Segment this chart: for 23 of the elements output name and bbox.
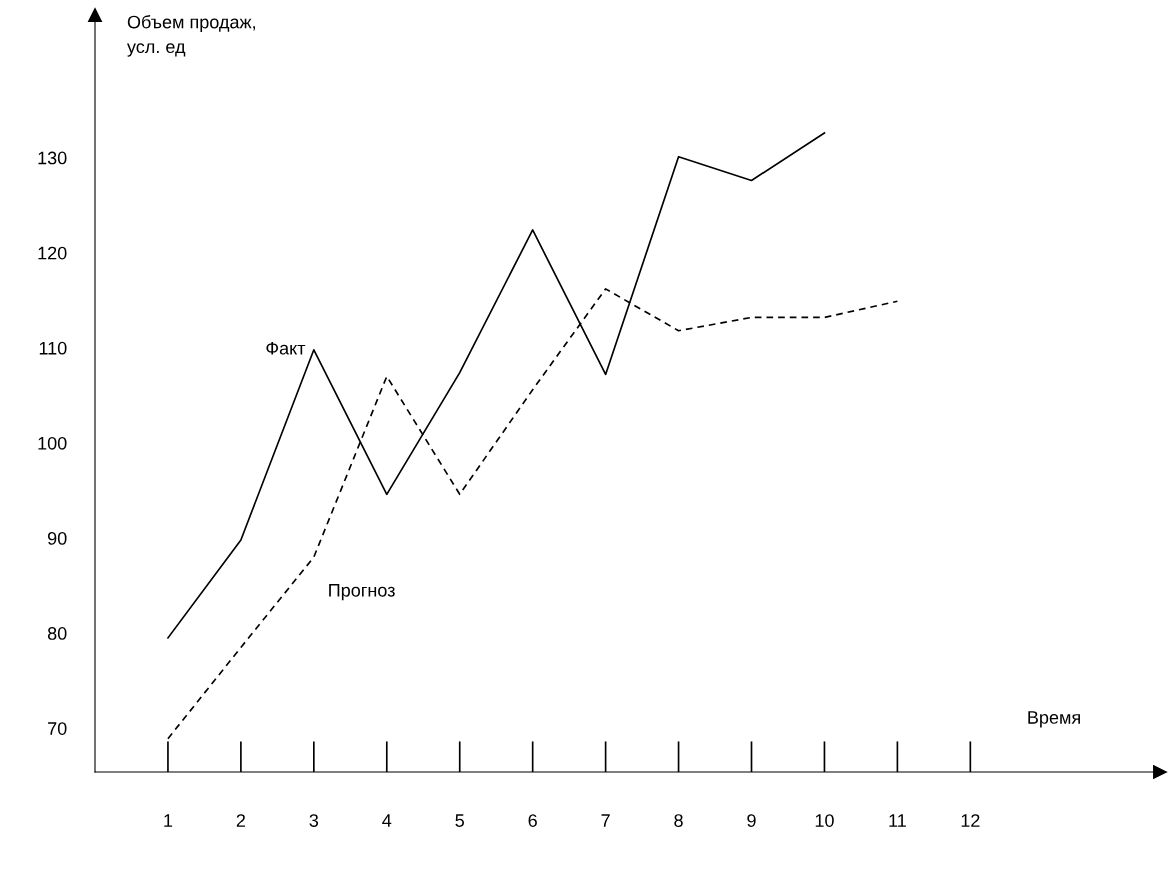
x-tick-label: 11 [889, 814, 906, 827]
y-tick-label: 110 [39, 341, 67, 355]
x-axis-title: Время [1028, 711, 1080, 728]
y-tick-label: 80 [47, 627, 67, 640]
x-tick-label: 6 [528, 814, 537, 827]
x-tick-label: 2 [236, 814, 246, 827]
series-label: Факт [266, 341, 306, 355]
x-tick-label: 1 [164, 814, 173, 827]
x-tick-label: 3 [309, 814, 319, 827]
y-tick-label: 120 [38, 246, 67, 260]
series-label: Прогноз [329, 584, 395, 601]
x-tick-label: 4 [382, 814, 392, 827]
y-tick-label: 130 [38, 151, 67, 165]
y-axis-title: Объем продаж, усл. ед [127, 15, 255, 57]
y-tick-label: 70 [48, 722, 67, 735]
x-tick-label: 8 [674, 814, 683, 827]
x-tick-label: 10 [815, 814, 834, 827]
x-tick-label: 7 [601, 814, 610, 827]
x-tick-label: 12 [961, 814, 980, 827]
x-tick-label: 5 [455, 814, 464, 827]
x-tick-label: 9 [747, 814, 756, 827]
y-tick-label: 90 [47, 531, 67, 545]
y-tick-label: 100 [38, 436, 67, 450]
